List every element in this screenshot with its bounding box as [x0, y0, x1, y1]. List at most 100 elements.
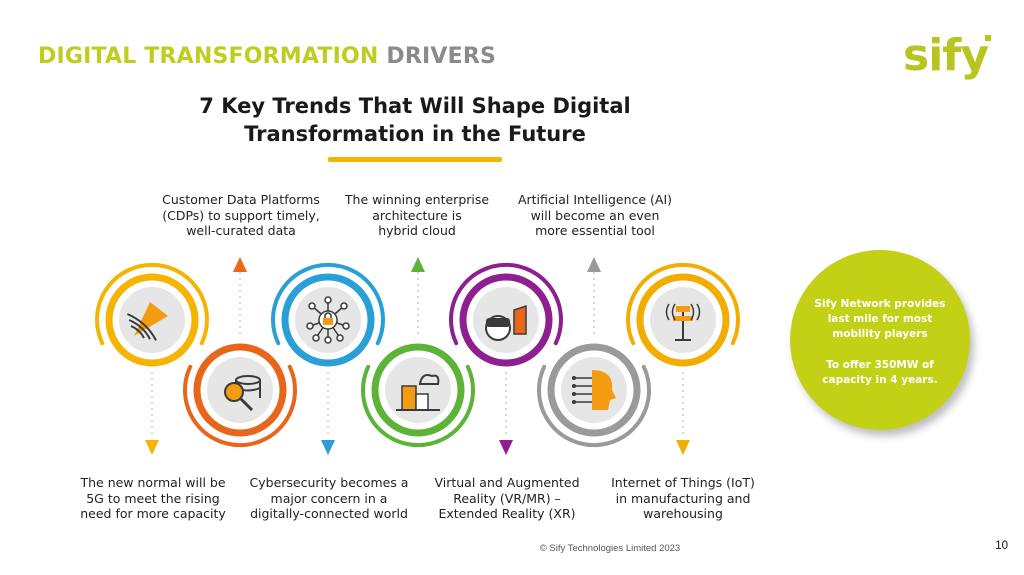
hand-glove [513, 304, 527, 335]
vr-visor [486, 318, 510, 327]
inner-ring [193, 343, 287, 437]
trend-xr-line3: Extended Reality (XR) [438, 506, 576, 521]
network-node [312, 334, 320, 342]
slide-title-main: DIGITAL TRANSFORMATION [38, 44, 379, 69]
trend-5g-line3: need for more capacity [80, 506, 226, 521]
trend-ai-line1: Artificial Intelligence (AI) [517, 192, 673, 207]
sify-logo-dot [985, 35, 991, 41]
network-node [324, 296, 332, 304]
sify-logo: sify [903, 30, 989, 81]
antenna-bar [673, 316, 693, 321]
circuit-node [572, 400, 576, 404]
inner-ring [547, 343, 641, 437]
sify-highlight-line4: To offer 350MW of [826, 359, 934, 371]
trend-5g: The new normal will be 5G to meet the ri… [63, 475, 243, 522]
outer-ring [449, 262, 563, 346]
ai-head-icon [572, 370, 616, 410]
cloud-shape [418, 374, 440, 385]
trend-cybersecurity-line2: major concern in a [270, 490, 388, 506]
building-short [415, 393, 429, 411]
signal-wave [665, 303, 670, 321]
signal-wave [690, 303, 695, 321]
vr-headset-icon [485, 304, 527, 341]
icon-disc [385, 357, 451, 423]
network-node [324, 336, 332, 344]
trend-nodes [95, 257, 740, 455]
trend-iot-line2: in manufacturing and [615, 490, 751, 506]
trend-ai-line2: will become an even [530, 207, 660, 223]
trend-5g-line1: The new normal will be [80, 475, 226, 490]
trend-cdp-line1: Customer Data Platforms [162, 192, 320, 207]
inner-ring [459, 273, 553, 367]
outer-ring [537, 364, 651, 448]
trend-ai: Artificial Intelligence (AI) will become… [505, 192, 685, 239]
lock-body [323, 318, 333, 325]
inner-ring [105, 273, 199, 367]
inner-ring [636, 273, 730, 367]
signal-wave [130, 325, 145, 339]
signal-wave [128, 319, 151, 340]
trend-cybersecurity-line1: Cybersecurity becomes a [249, 475, 409, 490]
network-node [336, 334, 344, 342]
heading-underline [328, 157, 502, 162]
magnifier-lens [224, 382, 244, 402]
trend-5g-line2: 5G to meet the rising [86, 490, 220, 506]
infographic-heading-line1: 7 Key Trends That Will Shape Digital [199, 94, 631, 118]
signal-wave [126, 313, 157, 341]
antenna-top [676, 306, 690, 312]
arrow-up-icon [233, 257, 247, 272]
lock-shackle [324, 312, 332, 318]
slide-title: DIGITAL TRANSFORMATION DRIVERS [38, 44, 496, 69]
arrow-down-icon [145, 440, 159, 455]
ai-head-profile [592, 370, 616, 410]
trend-iot-line1: Internet of Things (IoT) [611, 475, 755, 490]
arrow-down-icon [321, 440, 335, 455]
inner-ring [371, 343, 465, 437]
arrow-down-icon [676, 440, 690, 455]
arrow-up-icon [587, 257, 601, 272]
page-number: 10 [995, 540, 1008, 552]
signal-5g-icon [126, 302, 168, 341]
network-node [306, 322, 314, 330]
trend-xr-line2: Reality (VR/MR) – [453, 490, 561, 506]
sify-highlight-line1: Sify Network provides [814, 298, 946, 310]
circuit-node [572, 376, 576, 380]
circuit-node [572, 392, 576, 396]
signal-wave [671, 303, 676, 321]
trend-cdp-line3: well-curated data [186, 223, 296, 238]
sify-highlight-line2: last mile for most [827, 313, 933, 325]
iot-antenna-icon [665, 303, 701, 341]
outer-ring [183, 364, 297, 448]
footer-copyright: © Sify Technologies Limited 2023 [539, 543, 681, 554]
trend-hybrid-cloud-line1: The winning enterprise [344, 192, 490, 207]
network-node [308, 302, 316, 310]
building-tall [401, 385, 417, 411]
trend-hybrid-cloud: The winning enterprise architecture is h… [327, 192, 507, 239]
trend-node [626, 262, 740, 367]
cloud-building-icon [396, 374, 440, 411]
database-search-icon [224, 375, 261, 412]
magnifier-handle [239, 397, 254, 412]
trend-node [95, 262, 209, 367]
trend-cdp: Customer Data Platforms (CDPs) to suppor… [151, 192, 331, 239]
outer-ring [626, 262, 740, 346]
trend-iot-line3: warehousing [643, 506, 723, 521]
sify-highlight-line3: mobility players [832, 328, 928, 340]
trend-cybersecurity: Cybersecurity becomes a major concern in… [239, 475, 419, 522]
trend-node [537, 343, 651, 448]
network-node [342, 322, 350, 330]
trend-node [449, 262, 563, 367]
trend-node [183, 343, 297, 448]
trend-cybersecurity-line3: digitally-connected world [250, 506, 408, 521]
trend-xr-line1: Virtual and Augmented [434, 475, 580, 490]
inner-ring [281, 273, 375, 367]
trend-cdp-line2: (CDPs) to support timely, [162, 207, 320, 223]
outer-ring [271, 262, 385, 346]
sify-highlight-line5: capacity in 4 years. [822, 374, 938, 386]
network-lock-icon [306, 296, 350, 344]
circuit-node [572, 384, 576, 388]
outer-ring [361, 364, 475, 448]
infographic-heading-line2: Transformation in the Future [244, 122, 586, 146]
trend-ai-line3: more essential tool [535, 223, 655, 238]
